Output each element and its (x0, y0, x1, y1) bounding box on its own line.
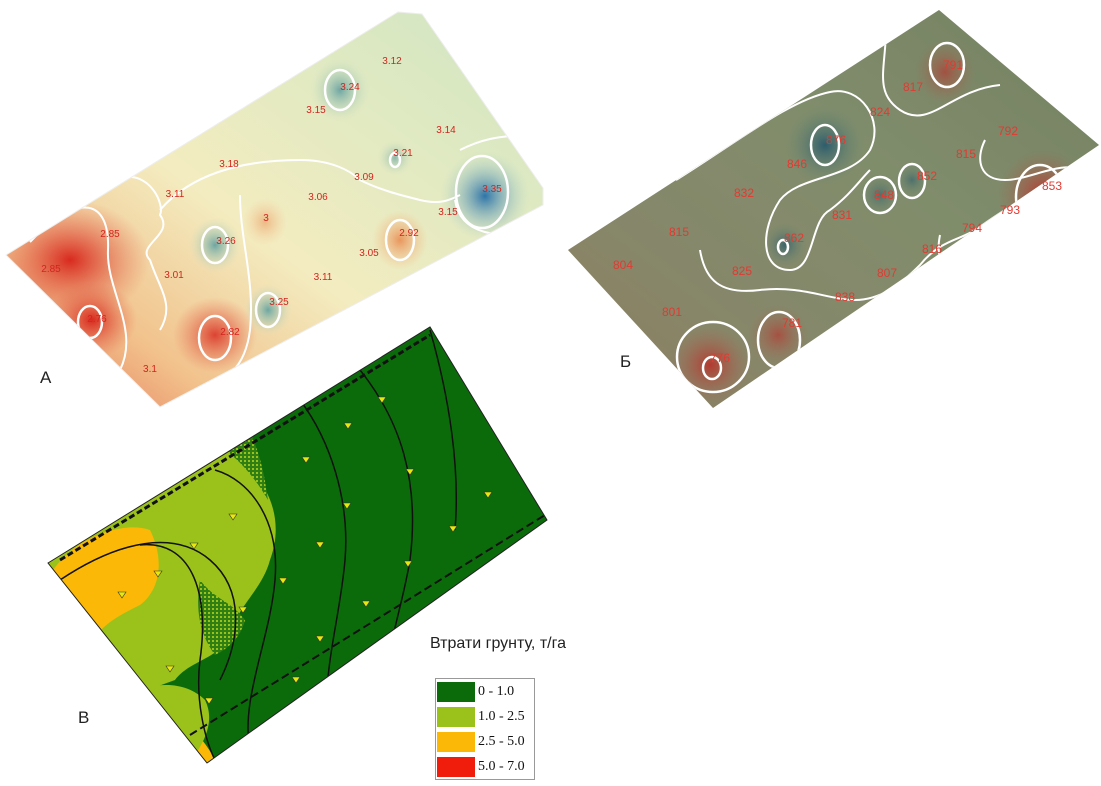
a-value: 3.1 (143, 364, 157, 375)
legend-swatch (437, 706, 475, 727)
a-value: 3.11 (314, 272, 333, 283)
a-value: 3.12 (382, 56, 402, 67)
a-value: 2.92 (399, 228, 419, 239)
b-value: 793 (1000, 203, 1020, 217)
b-value: 815 (669, 225, 689, 239)
b-value: 817 (903, 80, 923, 94)
a-value: 2.85 (41, 264, 61, 275)
b-value: 848 (874, 188, 894, 202)
legend-item-label: 1.0 - 2.5 (478, 708, 525, 724)
b-value: 816 (922, 242, 942, 256)
a-value: 3.25 (269, 297, 289, 308)
legend-item-label: 5.0 - 7.0 (478, 758, 525, 774)
legend-item: 0 - 1.0 (436, 679, 534, 704)
a-value: 2.82 (220, 327, 240, 338)
panel-c-label: В (78, 708, 90, 727)
b-value: 781 (782, 316, 802, 330)
legend-box: 0 - 1.0 1.0 - 2.5 2.5 - 5.0 5.0 - 7.0 (435, 678, 535, 780)
b-value: 846 (787, 157, 807, 171)
legend-swatch (437, 756, 475, 777)
a-value: 3.26 (216, 236, 236, 247)
b-value: 862 (784, 231, 804, 245)
legend-title: Втрати грунту, т/га (430, 635, 566, 652)
b-value: 776 (710, 351, 730, 365)
b-value: 807 (877, 266, 897, 280)
b-value: 853 (1042, 179, 1062, 193)
b-value: 832 (734, 186, 754, 200)
b-value: 792 (998, 124, 1018, 138)
a-value: 3.01 (164, 270, 184, 281)
b-value: 852 (917, 169, 937, 183)
a-value: 3.21 (393, 148, 413, 159)
panel-a-label: А (40, 368, 52, 387)
b-value: 838 (835, 290, 855, 304)
a-value: 3.11 (166, 189, 185, 200)
a-value: 3.24 (340, 82, 360, 93)
a-value: 3.14 (436, 125, 456, 136)
panel-b-label: Б (620, 352, 632, 371)
b-value: 824 (870, 105, 890, 119)
b-value: 815 (956, 147, 976, 161)
b-value: 794 (962, 221, 982, 235)
b-value: 791 (943, 58, 963, 72)
a-value: 3.15 (306, 105, 326, 116)
a-value: 3 (263, 213, 269, 224)
b-value: 825 (732, 264, 752, 278)
b-value: 831 (832, 208, 852, 222)
a-value: 2.85 (100, 229, 120, 240)
a-value: 3.09 (354, 172, 374, 183)
legend-item: 2.5 - 5.0 (436, 729, 534, 754)
legend-item-label: 2.5 - 5.0 (478, 733, 525, 749)
a-value: 3.18 (219, 159, 239, 170)
legend-item: 1.0 - 2.5 (436, 704, 534, 729)
legend-item: 5.0 - 7.0 (436, 754, 534, 779)
b-value: 876 (826, 133, 846, 147)
legend-item-label: 0 - 1.0 (478, 683, 515, 699)
b-value: 801 (662, 305, 682, 319)
legend-swatch (437, 731, 475, 752)
a-value: 3.35 (482, 184, 502, 195)
legend-swatch (437, 681, 475, 702)
a-value: 2.76 (87, 314, 107, 325)
a-value: 3.15 (438, 207, 458, 218)
legend: Втрати грунту, т/га 0 - 1.0 1.0 - 2.5 2.… (430, 635, 600, 780)
b-value: 804 (613, 258, 633, 272)
a-value: 3.05 (359, 248, 379, 259)
a-value: 3.06 (308, 192, 328, 203)
